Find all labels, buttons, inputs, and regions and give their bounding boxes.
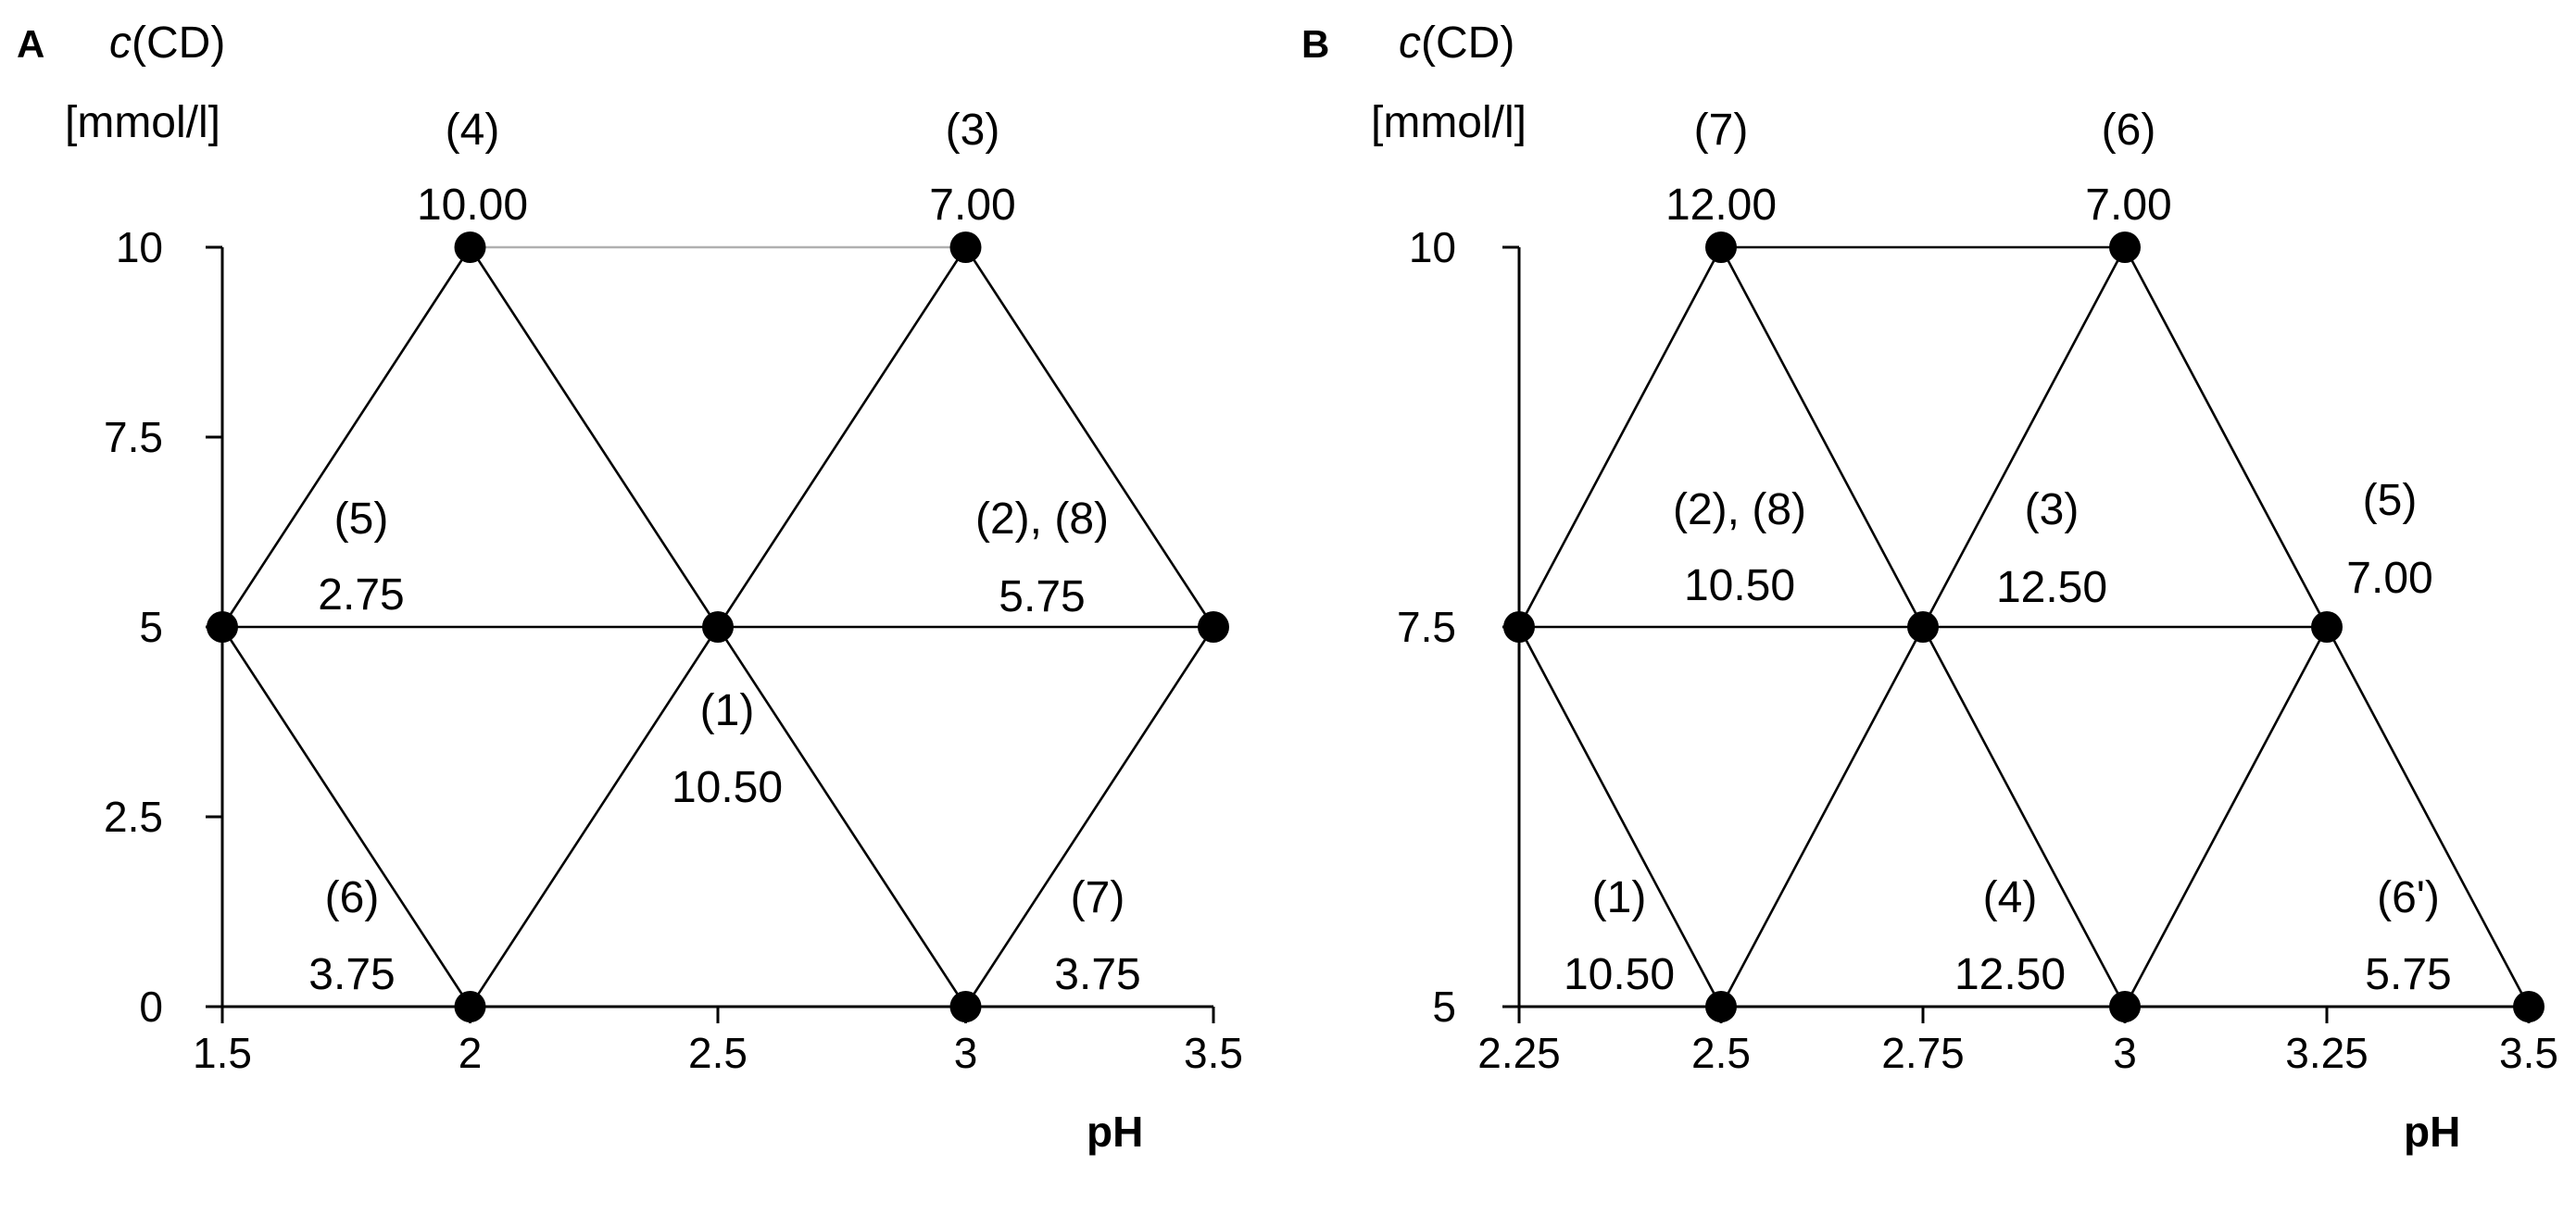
annotation-label: (7) — [1694, 106, 1749, 155]
annotation-label: (3) — [946, 106, 1000, 155]
data-point — [702, 611, 734, 643]
y-axis-unit: [mmol/l] — [1371, 98, 1527, 147]
x-tick-label: 2.75 — [1881, 1029, 1965, 1077]
annotation-label: (5) — [334, 495, 389, 544]
data-point — [454, 991, 486, 1022]
y-tick-label: 5 — [139, 603, 163, 651]
annotation-value: 3.75 — [1054, 950, 1140, 999]
annotation-value: 12.50 — [1954, 950, 2066, 999]
annotation-label: (2), (8) — [1673, 485, 1806, 534]
data-point — [207, 611, 238, 643]
design-edge — [1517, 246, 1723, 628]
annotation-value: 10.00 — [417, 181, 528, 230]
y-axis-title: c(CD) — [109, 19, 225, 68]
annotation-label: (5) — [2363, 476, 2418, 525]
design-edge — [220, 626, 471, 1008]
annotation-label: (6) — [325, 873, 380, 922]
data-point — [1705, 232, 1737, 263]
annotation-label: (3) — [2025, 485, 2080, 534]
y-axis-unit: [mmol/l] — [65, 98, 220, 147]
annotation-label: (4) — [446, 106, 500, 155]
annotation-value: 7.00 — [2346, 554, 2432, 603]
x-tick-label: 3.5 — [1184, 1029, 1243, 1077]
y-tick-label: 7.5 — [104, 413, 163, 461]
panel-letter: B — [1301, 22, 1329, 66]
y-tick-label: 2.5 — [104, 793, 163, 841]
data-point — [2311, 611, 2343, 643]
design-edge — [220, 246, 471, 628]
annotation-value: 7.00 — [2085, 181, 2171, 230]
x-tick-label: 3 — [2113, 1029, 2137, 1077]
annotation-label: (4) — [1983, 873, 2038, 922]
x-tick-label: 2.5 — [1691, 1029, 1751, 1077]
y-axis-title-variable: c — [1399, 19, 1421, 68]
data-point — [949, 991, 982, 1022]
x-axis-title: pH — [2404, 1108, 2460, 1156]
annotation-value: 12.50 — [1996, 563, 2107, 612]
x-tick-label: 3.5 — [2499, 1029, 2558, 1077]
design-edge — [1517, 626, 1723, 1008]
annotation-value: 3.75 — [308, 950, 395, 999]
design-edge — [469, 626, 720, 1008]
x-tick-label: 2.25 — [1477, 1029, 1561, 1077]
y-tick-label: 10 — [1409, 223, 1456, 271]
data-point — [949, 232, 982, 263]
data-point — [2109, 991, 2141, 1022]
data-point — [1705, 991, 1737, 1022]
y-axis-title: c(CD) — [1399, 19, 1514, 68]
annotation-value: 2.75 — [318, 570, 404, 620]
annotation-value: 5.75 — [999, 572, 1085, 621]
annotation-value: 10.50 — [672, 763, 783, 812]
data-point — [1907, 611, 1939, 643]
panel-letter: A — [17, 22, 44, 66]
annotation-label: (1) — [700, 686, 755, 735]
design-edge — [964, 626, 1215, 1008]
y-axis-title-text: (CD) — [132, 19, 225, 68]
annotation-label: (6') — [2377, 873, 2440, 922]
annotation-label: (7) — [1071, 873, 1125, 922]
y-tick-label: 7.5 — [1397, 603, 1456, 651]
data-point — [454, 232, 486, 263]
annotation-value: 10.50 — [1684, 561, 1795, 610]
y-tick-label: 10 — [116, 223, 163, 271]
annotation-value: 7.00 — [929, 181, 1015, 230]
y-tick-label: 5 — [1432, 983, 1456, 1031]
data-point — [2109, 232, 2141, 263]
y-tick-label: 0 — [139, 983, 163, 1031]
x-tick-label: 3.25 — [2285, 1029, 2369, 1077]
x-tick-label: 1.5 — [193, 1029, 252, 1077]
data-point — [2513, 991, 2545, 1022]
data-point — [1503, 611, 1535, 643]
x-tick-label: 2 — [459, 1029, 483, 1077]
y-axis-title-variable: c — [109, 19, 132, 68]
annotation-value: 12.00 — [1665, 181, 1777, 230]
design-edge — [2123, 626, 2329, 1008]
annotation-value: 5.75 — [2365, 950, 2451, 999]
x-axis-title: pH — [1087, 1108, 1143, 1156]
design-edge — [964, 246, 1215, 628]
y-axis-title-text: (CD) — [1421, 19, 1514, 68]
annotation-label: (2), (8) — [975, 495, 1109, 544]
design-edge — [716, 246, 967, 628]
annotation-label: (1) — [1592, 873, 1647, 922]
annotation-label: (6) — [2102, 106, 2156, 155]
annotation-value: 10.50 — [1564, 950, 1675, 999]
data-point — [1198, 611, 1229, 643]
x-tick-label: 2.5 — [688, 1029, 748, 1077]
x-tick-label: 3 — [954, 1029, 978, 1077]
